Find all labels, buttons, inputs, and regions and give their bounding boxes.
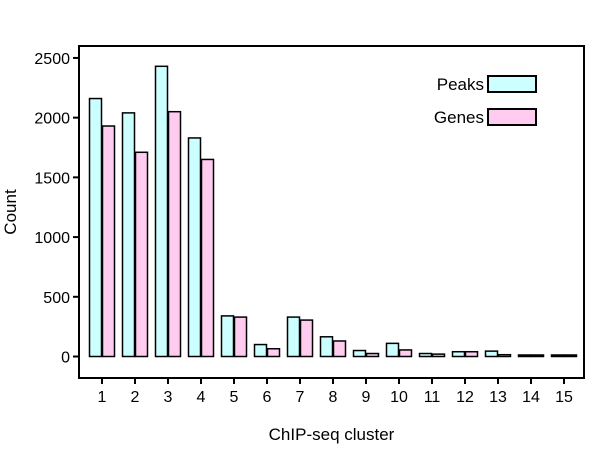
bar-genes-cluster-2 (134, 151, 149, 358)
y-tick-label: 2000 (34, 111, 70, 128)
bar-peaks-cluster-6 (253, 343, 268, 358)
bar-peaks-cluster-1 (88, 97, 103, 358)
x-tick-label: 2 (131, 389, 140, 406)
plot-frame (78, 45, 585, 379)
x-tick-label: 4 (197, 389, 206, 406)
y-tick-label: 2500 (34, 51, 70, 68)
bar-peaks-cluster-5 (220, 315, 235, 358)
bar-genes-cluster-3 (167, 110, 182, 358)
legend-swatch-peaks (487, 75, 537, 93)
x-tick-label: 10 (390, 389, 408, 406)
bar-peaks-cluster-8 (319, 336, 334, 358)
bar-genes-cluster-6 (266, 347, 281, 358)
y-axis-label: Count (1, 189, 20, 235)
x-tick-label: 8 (329, 389, 338, 406)
bar-genes-cluster-5 (233, 316, 248, 358)
bar-peaks-cluster-12 (451, 350, 466, 358)
x-tick-label: 13 (489, 389, 507, 406)
x-tick-label: 7 (296, 389, 305, 406)
x-tick-label: 11 (424, 389, 441, 406)
bar-genes-cluster-8 (332, 340, 347, 358)
bar-peaks-cluster-15 (550, 354, 565, 358)
bar-peaks-cluster-11 (418, 352, 433, 358)
legend-label-peaks: Peaks (437, 75, 484, 94)
bar-genes-cluster-10 (398, 349, 413, 358)
x-tick-label: 12 (456, 389, 474, 406)
x-tick-label: 15 (555, 389, 573, 406)
bar-peaks-cluster-7 (286, 316, 301, 358)
y-tick-label: 500 (43, 290, 70, 307)
y-tick-label: 1000 (34, 230, 70, 247)
x-axis-label: ChIP-seq cluster (269, 425, 395, 444)
x-tick-label: 1 (98, 389, 107, 406)
x-tick-label: 14 (522, 389, 540, 406)
legend-swatch-genes (487, 108, 537, 126)
legend-label-genes: Genes (434, 108, 484, 127)
bar-peaks-cluster-10 (385, 342, 400, 358)
bar-peaks-cluster-9 (352, 349, 367, 358)
bar-genes-cluster-11 (431, 353, 446, 358)
bar-genes-cluster-9 (365, 352, 380, 358)
y-tick-label: 0 (61, 350, 70, 367)
bar-genes-cluster-13 (497, 353, 512, 358)
bar-peaks-cluster-13 (484, 350, 499, 358)
bar-genes-cluster-4 (200, 158, 215, 358)
bar-peaks-cluster-14 (517, 354, 532, 358)
x-tick-label: 3 (164, 389, 173, 406)
bar-genes-cluster-12 (464, 350, 479, 358)
x-tick-label: 5 (230, 389, 239, 406)
y-tick-label: 1500 (34, 170, 70, 187)
bar-peaks-cluster-2 (121, 112, 136, 358)
bar-peaks-cluster-4 (187, 137, 202, 358)
x-tick-label: 6 (263, 389, 272, 406)
bar-peaks-cluster-3 (154, 65, 169, 358)
bar-genes-cluster-7 (299, 319, 314, 358)
bar-genes-cluster-15 (563, 354, 578, 358)
bar-genes-cluster-14 (530, 354, 545, 358)
x-tick-label: 9 (362, 389, 371, 406)
bar-genes-cluster-1 (101, 125, 116, 358)
